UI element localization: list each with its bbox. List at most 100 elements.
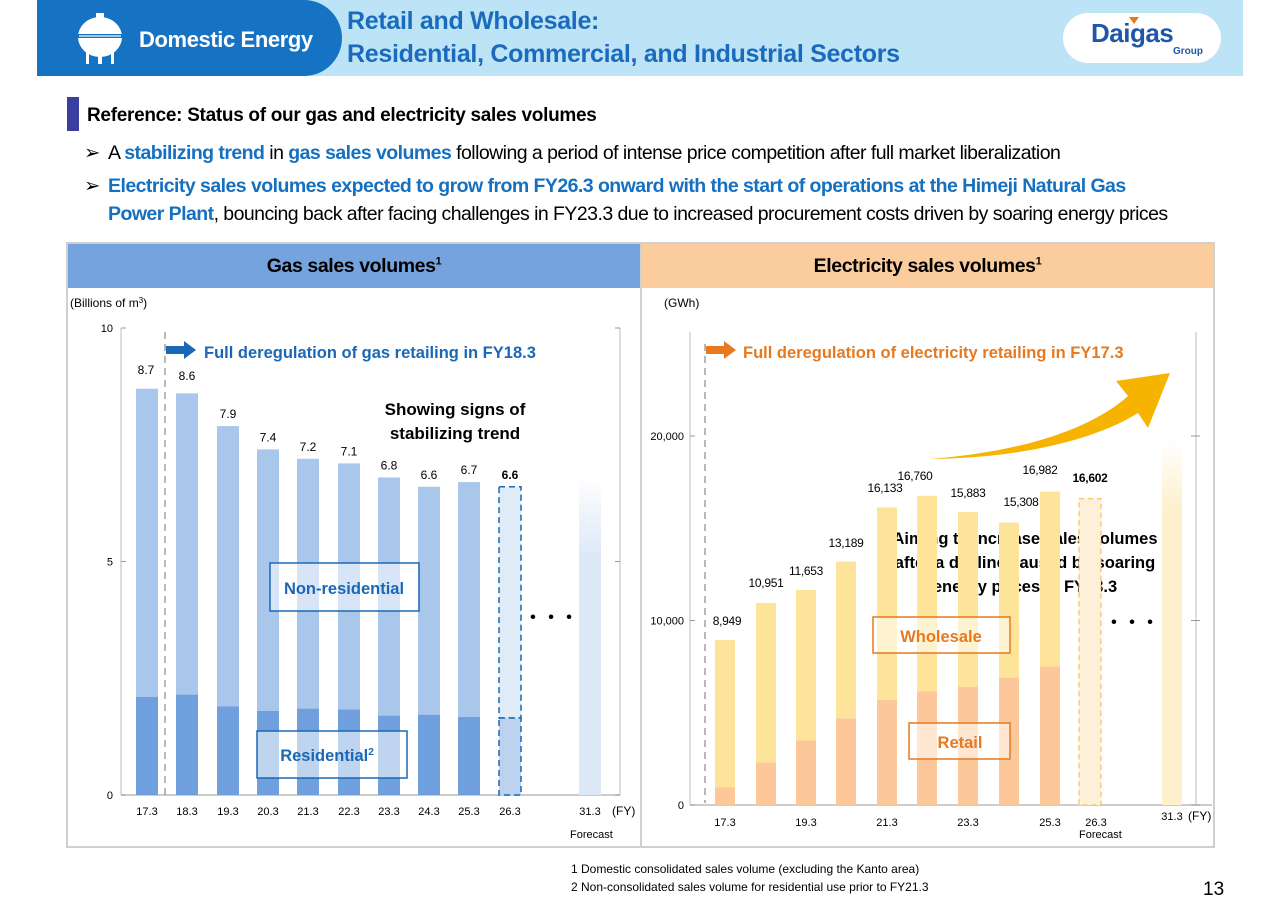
elec-y-unit: (GWh) bbox=[664, 296, 699, 310]
elec-x-tick-label: 17.3 bbox=[714, 817, 735, 829]
gas-total-label: 7.1 bbox=[341, 444, 358, 458]
elec-x-tick-label: 21.3 bbox=[876, 817, 897, 829]
elec-dereg-arrow-icon bbox=[706, 341, 736, 359]
gas-x-tick-label: 21.3 bbox=[297, 806, 318, 818]
elec-bar-retail bbox=[836, 718, 856, 805]
elec-y-tick-label: 0 bbox=[678, 800, 684, 812]
elec-bar-wholesale bbox=[715, 639, 735, 788]
elec-bar-retail bbox=[796, 740, 816, 805]
elec-dereg-annotation: Full deregulation of electricity retaili… bbox=[743, 344, 1124, 362]
logo-accent-icon bbox=[1129, 17, 1139, 24]
gas-x-tick-label: 20.3 bbox=[257, 806, 278, 818]
bullet-text: in bbox=[264, 142, 289, 164]
section-title: Reference: Status of our gas and electri… bbox=[87, 105, 597, 126]
elec-x-tick-label: 25.3 bbox=[1039, 817, 1060, 829]
elec-total-label: 16,760 bbox=[898, 469, 934, 483]
gas-x-tick-label: 19.3 bbox=[217, 806, 238, 818]
gas-x-tick-label: 23.3 bbox=[378, 806, 399, 818]
bullet-2-continued: Power Plant, bouncing back after facing … bbox=[84, 203, 1168, 226]
page-number: 13 bbox=[1203, 879, 1225, 900]
gas-tank-icon bbox=[77, 13, 123, 64]
elec-bar-retail bbox=[877, 699, 897, 805]
gas-x-tick-label: 24.3 bbox=[418, 806, 439, 818]
highlight-text: Electricity sales volumes expected to gr… bbox=[108, 175, 1126, 197]
elec-bar-wholesale bbox=[958, 511, 978, 687]
bullet-text: A bbox=[108, 142, 125, 164]
wholesale-label-box bbox=[872, 616, 1011, 654]
gas-trend-line2: stabilizing trend bbox=[390, 424, 520, 443]
nonresidential-label-box bbox=[269, 562, 420, 612]
page-title: Retail and Wholesale: Residential, Comme… bbox=[347, 5, 900, 71]
gas-x-tick-label: 18.3 bbox=[176, 806, 197, 818]
gas-y-unit: (Billions of m3) bbox=[70, 296, 147, 310]
bullet-arrow-icon: ➢ bbox=[84, 175, 100, 197]
gas-x-unit: (FY) bbox=[612, 804, 635, 818]
elec-x-tick-label: 19.3 bbox=[795, 817, 816, 829]
elec-y-tick-label: 20,000 bbox=[650, 431, 684, 443]
elec-bar-wholesale bbox=[877, 507, 897, 700]
gas-bar-residential bbox=[418, 714, 440, 795]
elec-x-unit: (FY) bbox=[1188, 809, 1211, 823]
section-name: Domestic Energy bbox=[139, 27, 313, 52]
elec-bar-wholesale bbox=[1040, 491, 1060, 667]
gas-forecast-label: Forecast bbox=[570, 829, 613, 841]
gas-total-label: 7.9 bbox=[220, 407, 237, 421]
gas-bar-residential bbox=[176, 694, 198, 795]
elec-total-label: 16,982 bbox=[1023, 463, 1059, 477]
gas-x-tick-label: 22.3 bbox=[338, 806, 359, 818]
gas-bar-nonresidential bbox=[136, 388, 158, 697]
gas-y-tick-label: 5 bbox=[107, 557, 113, 569]
gas-ellipsis: • • • bbox=[530, 609, 576, 626]
elec-panel-title: Electricity sales volumes bbox=[813, 255, 1036, 277]
wholesale-label: Wholesale bbox=[900, 628, 982, 646]
gas-x-tick-label: 26.3 bbox=[499, 806, 520, 818]
gas-total-label: 7.4 bbox=[260, 430, 277, 444]
elec-total-label: 10,951 bbox=[749, 576, 785, 590]
bullet-text: following a period of intense price comp… bbox=[451, 142, 1061, 164]
gas-bar-future bbox=[579, 476, 601, 795]
elec-bar-retail bbox=[715, 787, 735, 805]
elec-bar-future bbox=[1162, 438, 1182, 805]
gas-total-label: 6.6 bbox=[502, 468, 519, 482]
page-title-line2: Residential, Commercial, and Industrial … bbox=[347, 40, 900, 68]
residential-label-box bbox=[256, 730, 408, 779]
elec-total-label: 15,883 bbox=[951, 486, 987, 500]
page-title-line1: Retail and Wholesale: bbox=[347, 7, 600, 35]
elec-y-tick-label: 10,000 bbox=[650, 616, 684, 628]
gas-y-tick-label: 0 bbox=[107, 790, 113, 802]
elec-bar-wholesale bbox=[836, 561, 856, 719]
growth-arrow-icon bbox=[930, 373, 1170, 459]
elec-total-label: 13,189 bbox=[829, 536, 865, 550]
panel-divider bbox=[640, 244, 642, 846]
elec-bar-wholesale bbox=[756, 602, 776, 763]
nonresidential-label: Non-residential bbox=[284, 580, 404, 598]
bullet-arrow-icon: ➢ bbox=[84, 142, 100, 164]
gas-bar-nonresidential bbox=[418, 486, 440, 715]
elec-bar-wholesale bbox=[796, 590, 816, 741]
gas-bar-nonresidential bbox=[257, 449, 279, 711]
elec-x-tick-label: 26.3 bbox=[1085, 817, 1106, 829]
gas-total-label: 6.8 bbox=[381, 458, 398, 472]
elec-forecast-label: Forecast bbox=[1079, 829, 1122, 841]
gas-dereg-annotation: Full deregulation of gas retailing in FY… bbox=[204, 344, 536, 362]
bullet-2: ➢ Electricity sales volumes expected to g… bbox=[84, 174, 1126, 198]
footnote-1: 1 Domestic consolidated sales volume (ex… bbox=[571, 862, 920, 876]
bullet-1: ➢ A stabilizing trend in gas sales volume… bbox=[84, 141, 1061, 165]
gas-bar-residential bbox=[136, 696, 158, 795]
elec-ellipsis: • • • bbox=[1111, 614, 1157, 631]
elec-total-label: 11,653 bbox=[789, 564, 824, 578]
gas-panel-header: Gas sales volumes1 bbox=[68, 244, 640, 288]
elec-total-label: 16,133 bbox=[868, 481, 904, 495]
highlight-text: gas sales volumes bbox=[288, 142, 452, 164]
elec-total-label: 8,949 bbox=[713, 614, 742, 628]
gas-bar-residential bbox=[458, 717, 480, 795]
elec-bar-wholesale bbox=[917, 495, 937, 692]
gas-y-tick-label: 10 bbox=[101, 323, 113, 335]
gas-bar-nonresidential bbox=[458, 482, 480, 718]
gas-x-tick-label: 17.3 bbox=[136, 806, 157, 818]
elec-x-tick-label: 31.3 bbox=[1161, 811, 1182, 823]
elec-total-label: 15,308 bbox=[1004, 495, 1040, 509]
gas-total-label: 8.7 bbox=[138, 363, 155, 377]
gas-bar-nonresidential-forecast bbox=[498, 486, 522, 719]
